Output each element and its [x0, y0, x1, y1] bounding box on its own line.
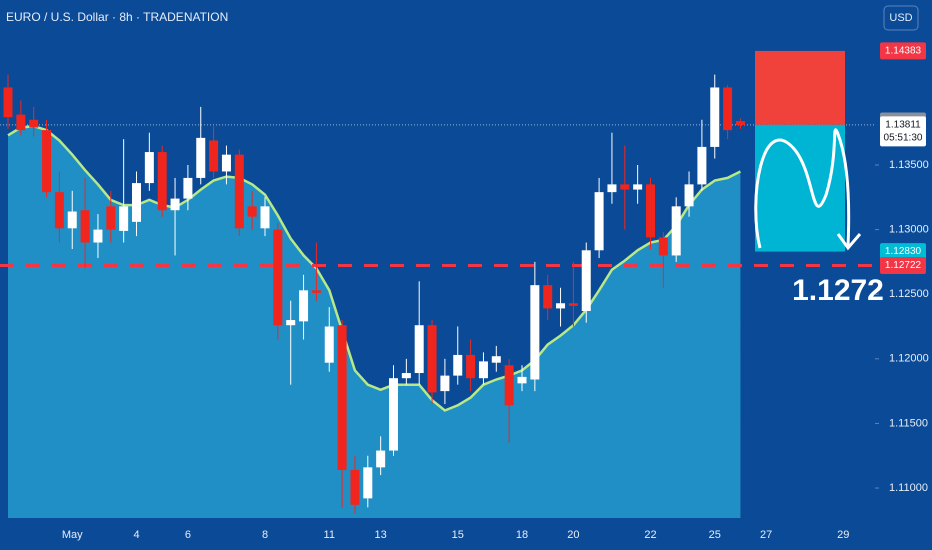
candle-body	[273, 229, 283, 326]
price-label: 1.12722	[885, 260, 922, 271]
countdown: 05:51:30	[884, 132, 923, 143]
candle-body	[324, 326, 334, 363]
candle-body	[427, 325, 437, 393]
x-tick-label: 20	[567, 529, 579, 541]
candle-body	[311, 290, 321, 293]
candle-body	[67, 211, 77, 229]
candle-body	[106, 206, 116, 230]
price-label: 1.14383	[885, 46, 922, 57]
candle-body	[3, 87, 13, 118]
candle-body	[710, 87, 720, 147]
candle-body	[530, 285, 540, 380]
candle-body	[144, 152, 154, 184]
x-tick-label: 11	[324, 529, 335, 541]
candle-body	[517, 376, 527, 384]
price-label-box	[880, 243, 926, 261]
candle-body	[247, 206, 257, 217]
y-tick-label: 1.13000	[889, 224, 929, 236]
candle-body	[581, 250, 591, 312]
x-tick-label: 25	[709, 529, 721, 541]
candle-body	[607, 184, 617, 193]
candle-body	[735, 121, 745, 125]
candle-body	[209, 140, 219, 172]
candle-body	[221, 154, 231, 172]
candle-body	[723, 87, 733, 131]
candle-body	[389, 378, 398, 451]
candle-body	[119, 206, 129, 231]
candle-body	[337, 325, 347, 470]
projection-arrow	[836, 233, 862, 251]
candle-body	[260, 206, 270, 229]
x-tick-label: 4	[133, 529, 139, 541]
candle-body	[401, 373, 411, 379]
ema-area	[8, 126, 741, 518]
candle-body	[234, 154, 244, 229]
x-tick-label: 27	[760, 529, 772, 541]
price-label: 1.13811	[885, 119, 921, 130]
x-tick-label: 13	[375, 529, 387, 541]
candle-body	[671, 206, 681, 256]
candle-body	[42, 130, 52, 193]
currency-button-label[interactable]: USD	[889, 12, 912, 24]
candle-body	[697, 146, 707, 185]
currency-button[interactable]	[883, 5, 919, 31]
candle-body	[16, 114, 26, 131]
candle-body	[594, 192, 604, 251]
x-tick-label: 29	[837, 529, 849, 541]
candle-body	[478, 361, 488, 379]
chart-title: EURO / U.S. Dollar · 8h · TRADENATION	[6, 10, 228, 24]
candle-body	[80, 210, 90, 243]
y-tick-label: 1.11000	[889, 482, 928, 494]
price-label: 1.12830	[885, 246, 922, 257]
x-tick-label: 22	[644, 529, 656, 541]
candle-body	[556, 303, 566, 309]
candle-body	[414, 325, 424, 374]
y-tick-label: 1.13500	[889, 159, 929, 171]
x-tick-label: 18	[516, 529, 528, 541]
candle-body	[183, 177, 193, 199]
candle-body	[633, 184, 643, 190]
candle-body	[440, 375, 450, 392]
x-tick-label: May	[62, 529, 83, 541]
candle-body	[132, 183, 141, 222]
candle-body	[543, 285, 553, 309]
candle-body	[684, 184, 694, 207]
candle-body	[196, 137, 206, 178]
price-label-box	[880, 116, 926, 147]
x-tick-label: 6	[185, 529, 191, 541]
y-tick-label: 1.12000	[889, 353, 929, 365]
candle-body	[620, 184, 630, 190]
candle-body	[466, 354, 476, 379]
candle-body	[350, 469, 360, 505]
candle-body	[170, 198, 180, 211]
candle-body	[658, 237, 668, 256]
candle-body	[286, 320, 296, 326]
price-label-box	[880, 257, 926, 275]
y-tick-label: 1.12500	[889, 288, 929, 300]
candle-body	[299, 290, 309, 322]
projection-curve	[754, 128, 851, 249]
candle-body	[363, 467, 373, 499]
candle-body	[54, 192, 64, 229]
target-annotation: 1.1272	[792, 274, 884, 307]
candle-body	[568, 303, 578, 306]
price-label-box	[880, 42, 926, 60]
candle-body	[93, 229, 103, 243]
ema-line	[7, 124, 741, 412]
candle-body	[504, 365, 514, 406]
candle-body	[491, 356, 501, 363]
candle-body	[453, 354, 463, 376]
candle-body	[157, 152, 167, 211]
candle-body	[29, 119, 39, 128]
target-zone	[755, 124, 845, 252]
plot-area	[0, 50, 875, 518]
candle-body	[646, 184, 655, 238]
x-tick-label: 15	[452, 529, 464, 541]
candle-body	[376, 450, 386, 468]
stop-zone	[755, 50, 845, 125]
x-tick-label: 8	[262, 529, 268, 541]
y-tick-label: 1.11500	[889, 417, 928, 429]
